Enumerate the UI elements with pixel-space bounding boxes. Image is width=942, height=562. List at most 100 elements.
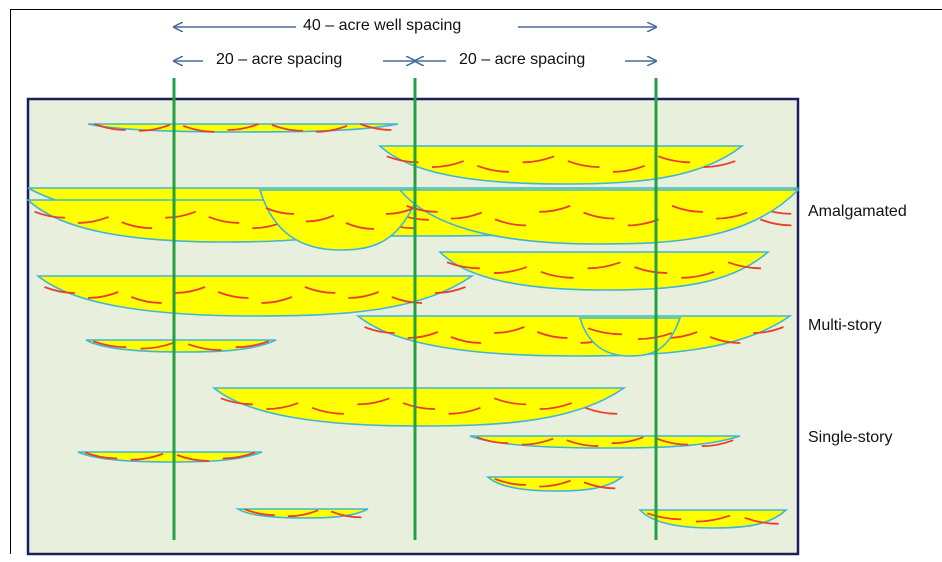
bedding-stroke: [266, 402, 299, 410]
bedding-stroke: [493, 266, 527, 274]
amalgamated-label: Amalgamated: [808, 203, 907, 220]
bedding-stroke: [391, 296, 423, 304]
bedding-stroke: [406, 205, 438, 213]
bedding-stroke: [521, 437, 554, 446]
sand-body-amalgamated-c: [258, 189, 422, 251]
frame-left-line: [10, 9, 11, 554]
bedding-stroke: [647, 512, 682, 521]
bedding-stroke: [121, 221, 153, 230]
bedding-stroke: [656, 437, 689, 446]
bedding-stroke: [235, 340, 270, 349]
bedding-stroke: [450, 336, 482, 344]
bedding-stroke: [703, 160, 736, 168]
bedding-stroke: [357, 397, 390, 406]
bedding-stroke: [753, 326, 784, 334]
spacing-20-right-label: 20 – acre spacing: [459, 51, 586, 68]
bedding-stroke: [316, 124, 348, 133]
bedding-stroke: [138, 123, 171, 132]
bedding-stroke: [165, 210, 197, 219]
sand-body-small-right: [485, 476, 625, 492]
bedding-stroke: [539, 479, 571, 488]
bedding-stroke: [311, 406, 344, 415]
bedding-stroke: [695, 514, 731, 523]
bedding-stroke: [271, 123, 303, 132]
bedding-stroke: [494, 478, 526, 486]
well-spacing-40-label: 40 – acre well spacing: [303, 17, 462, 34]
bedding-stroke: [671, 205, 703, 213]
bedding-stroke: [432, 160, 465, 168]
bedding-stroke: [446, 261, 480, 270]
bedding-stroke: [450, 211, 483, 220]
sand-body-multistory-left: [35, 275, 475, 317]
bedding-stroke: [92, 340, 127, 349]
bedding-stroke: [94, 123, 126, 131]
bedding-stroke: [402, 402, 435, 410]
bedding-stroke: [539, 402, 572, 410]
bedding-stroke: [345, 222, 375, 230]
bedding-stroke: [744, 516, 779, 525]
bedding-stroke: [435, 286, 466, 294]
bedding-stroke: [583, 211, 615, 220]
bedding-stroke: [476, 164, 509, 173]
bedding-stroke: [34, 210, 66, 219]
bedding-stroke: [613, 164, 646, 173]
bedding-stroke: [130, 296, 162, 304]
sand-body-thin-mid: [85, 339, 277, 353]
bedding-stroke: [222, 451, 256, 460]
bedding-stroke: [709, 336, 741, 344]
multi-story-label: Multi-story: [808, 317, 882, 334]
bedding-stroke: [360, 123, 392, 131]
bedding-stroke: [583, 481, 616, 490]
bedding-stroke: [540, 270, 574, 279]
bedding-stroke: [84, 451, 118, 460]
frame-top-line: [10, 9, 942, 10]
bedding-stroke: [407, 331, 439, 339]
bedding-stroke: [220, 397, 253, 406]
bedding-stroke: [187, 343, 222, 352]
single-story-label: Single-story: [808, 429, 893, 446]
bedding-stroke: [130, 452, 164, 461]
bedding-stroke: [44, 286, 75, 294]
sand-bodies: [25, 123, 800, 529]
bedding-stroke: [78, 216, 109, 224]
bedding-stroke: [364, 326, 395, 334]
bedding-stroke: [567, 160, 600, 168]
bedding-stroke: [494, 326, 525, 334]
bedding-stroke: [536, 331, 568, 339]
bedding-stroke: [244, 508, 275, 517]
bedding-stroke: [182, 124, 215, 133]
bedding-stroke: [217, 291, 249, 299]
sand-body-multistory-right: [355, 315, 793, 357]
bedding-stroke: [176, 454, 210, 462]
bedding-stroke: [348, 291, 380, 299]
bedding-stroke: [587, 261, 621, 270]
sand-body-single-left: [77, 451, 263, 463]
bedding-stroke: [140, 341, 175, 350]
bedding-stroke: [493, 397, 527, 406]
bedding-stroke: [330, 510, 362, 519]
spacing-20-left-label: 20 – acre spacing: [216, 51, 343, 68]
bedding-stroke: [760, 218, 792, 227]
bedding-stroke: [657, 155, 690, 164]
bedding-stroke: [305, 214, 335, 223]
bedding-stroke: [681, 270, 715, 279]
bedding-stroke: [701, 439, 734, 448]
bedding-stroke: [261, 296, 293, 304]
bedding-stroke: [494, 218, 527, 227]
bedding-stroke: [716, 211, 748, 220]
bedding-stroke: [634, 266, 668, 274]
bedding-stroke: [87, 291, 119, 299]
sand-body-multistory-top: [438, 251, 771, 291]
bedding-stroke: [385, 207, 415, 215]
bedding-stroke: [522, 155, 555, 164]
bedding-stroke: [227, 123, 259, 131]
spacing-arrows: [174, 27, 656, 61]
bedding-stroke: [448, 406, 481, 415]
bedding-stroke: [208, 216, 240, 224]
bedding-stroke: [476, 436, 509, 445]
bedding-stroke: [174, 286, 206, 294]
bedding-stroke: [287, 509, 319, 518]
bedding-stroke: [611, 436, 644, 445]
